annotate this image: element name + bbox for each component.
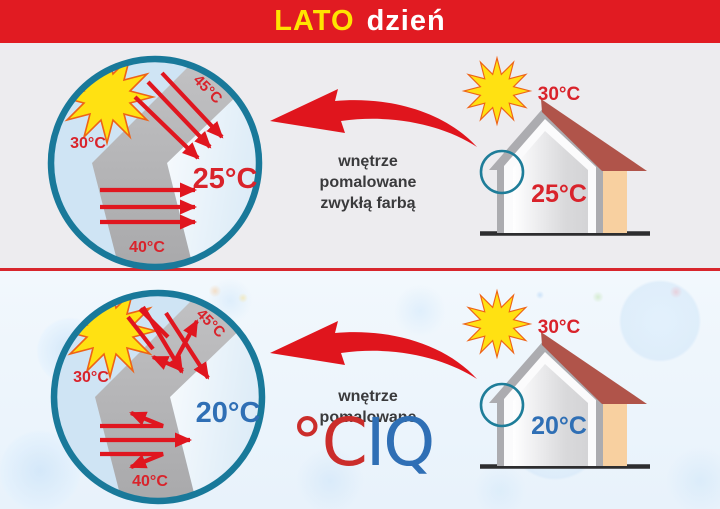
wall-section xyxy=(92,62,256,264)
title-rest: dzień xyxy=(366,5,446,37)
outside-temp-label: 30°C xyxy=(73,369,109,386)
zoom-ring xyxy=(50,289,266,505)
ciq-logo-blue: IQ xyxy=(365,404,435,481)
caption-ciq-paint: wnętrze pomalowane xyxy=(276,386,460,428)
inside-temp-label: 20°C xyxy=(196,397,261,429)
left-swoosh-arrow xyxy=(270,89,477,147)
wall-section xyxy=(95,296,259,498)
caption-line: pomalowane xyxy=(319,409,417,427)
caption-line: pomalowane xyxy=(319,174,417,192)
zoom-ring xyxy=(47,55,263,271)
wall-temp-label: 40°C xyxy=(132,473,168,490)
house-outside-temp: 30°C xyxy=(538,317,581,338)
heat-arrows-through xyxy=(100,71,224,230)
caption-line: wnętrze xyxy=(338,153,398,170)
ciq-logo: °CIQ xyxy=(262,408,462,477)
inside-temp-label: 25°C xyxy=(193,163,258,195)
heat-arrows-reflected xyxy=(100,305,210,469)
caption-regular-paint: wnętrze pomalowane zwykłą farbą xyxy=(276,151,460,214)
house-ciq: 30°C 20°C xyxy=(464,291,650,467)
wall-temp-label: 40°C xyxy=(129,239,165,256)
house-regular: 30°C 25°C xyxy=(464,58,650,234)
house-inside-temp: 20°C xyxy=(531,412,587,440)
left-swoosh-arrow xyxy=(270,321,477,379)
caption-line: wnętrze xyxy=(338,388,398,405)
caption-line: zwykłą farbą xyxy=(320,195,416,213)
panel-divider xyxy=(0,268,720,271)
title-accent: LATO xyxy=(274,5,355,37)
outside-temp-label: 30°C xyxy=(70,135,106,152)
header-bar: LATO dzień xyxy=(0,0,720,43)
house-inside-temp: 25°C xyxy=(531,180,587,208)
house-outside-temp: 30°C xyxy=(538,84,581,105)
ciq-logo-red: °C xyxy=(290,404,368,481)
